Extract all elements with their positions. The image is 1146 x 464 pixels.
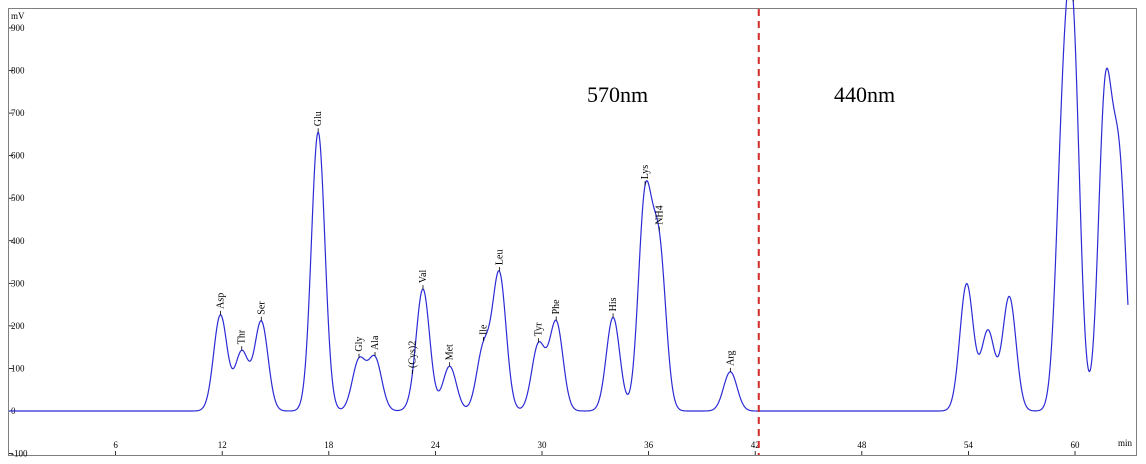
y-tick-label: -100 xyxy=(11,449,28,459)
peak-label: Lys xyxy=(640,165,651,180)
x-tick-label: 36 xyxy=(644,440,654,450)
x-tick-label: 24 xyxy=(431,440,441,450)
y-tick-label: 600 xyxy=(11,151,25,161)
peak-label: His xyxy=(608,297,619,311)
peak-label: Leu xyxy=(494,250,505,266)
x-axis-label: min xyxy=(1118,438,1133,448)
y-tick-label: 300 xyxy=(11,278,25,288)
x-tick-label: 6 xyxy=(113,440,118,450)
peak-label: Ile xyxy=(478,324,489,335)
peak-label: Tyr xyxy=(533,322,544,336)
x-tick-label: 54 xyxy=(964,440,974,450)
x-tick-label: 42 xyxy=(751,440,760,450)
peak-label: Glu xyxy=(313,111,324,126)
y-tick-label: 900 xyxy=(11,23,25,33)
x-tick-label: 12 xyxy=(218,440,227,450)
y-axis-label: mV xyxy=(11,11,25,21)
x-tick-label: 48 xyxy=(857,440,867,450)
y-tick-label: 800 xyxy=(11,66,25,76)
x-tick-label: 30 xyxy=(538,440,548,450)
x-tick-label: 18 xyxy=(324,440,334,450)
peak-label: (Cys)2 xyxy=(407,341,418,368)
plot-frame xyxy=(8,8,1137,456)
peak-label: Val xyxy=(418,270,429,284)
peak-label: Arg xyxy=(725,350,736,365)
y-tick-label: 200 xyxy=(11,321,25,331)
peak-label: Ala xyxy=(370,335,381,350)
x-tick-label: 60 xyxy=(1071,440,1081,450)
y-tick-label: 100 xyxy=(11,363,25,373)
peak-label: NH4 xyxy=(654,205,665,224)
peak-label: Phe xyxy=(551,299,562,315)
peak-label: Ser xyxy=(256,301,267,315)
y-tick-label: 700 xyxy=(11,108,25,118)
chromatogram-trace xyxy=(9,0,1129,412)
region-label-570nm: 570nm xyxy=(587,82,648,107)
peak-label: Thr xyxy=(237,329,248,344)
peak-label: Met xyxy=(445,344,456,360)
peak-label: Gly xyxy=(354,337,365,352)
peak-label: Asp xyxy=(215,293,226,309)
peak-labels: Asp Thr Ser Glu Gly Ala (Cys)2 Val Met Ile Leu Tyr P… xyxy=(215,0,1074,374)
region-label-440nm: 440nm xyxy=(834,82,895,107)
x-axis: 6 12 18 24 30 36 42 48 54 60 xyxy=(113,440,1080,455)
y-tick-label: 500 xyxy=(11,193,25,203)
y-tick-label: 400 xyxy=(11,236,25,246)
